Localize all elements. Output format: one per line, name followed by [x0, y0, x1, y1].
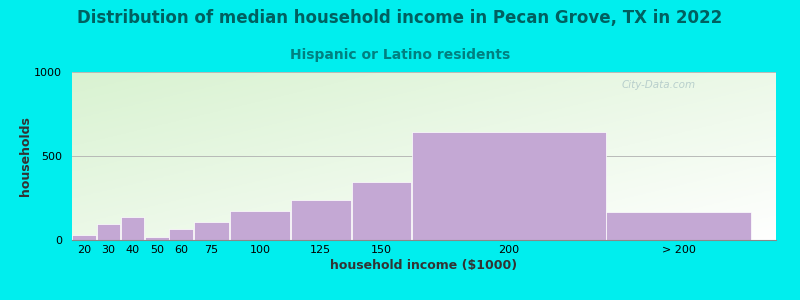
Bar: [97, 224, 120, 240]
Bar: [291, 200, 351, 240]
Bar: [351, 182, 411, 240]
X-axis label: household income ($1000): household income ($1000): [330, 259, 518, 272]
Text: Hispanic or Latino residents: Hispanic or Latino residents: [290, 48, 510, 62]
Text: City-Data.com: City-Data.com: [621, 80, 695, 90]
Bar: [412, 132, 606, 240]
Bar: [606, 212, 751, 240]
Text: Distribution of median household income in Pecan Grove, TX in 2022: Distribution of median household income …: [78, 9, 722, 27]
Y-axis label: households: households: [18, 116, 31, 196]
Bar: [145, 237, 169, 240]
Bar: [121, 217, 145, 240]
Bar: [170, 229, 193, 240]
Bar: [72, 235, 96, 240]
Bar: [230, 211, 290, 240]
Bar: [194, 221, 230, 240]
